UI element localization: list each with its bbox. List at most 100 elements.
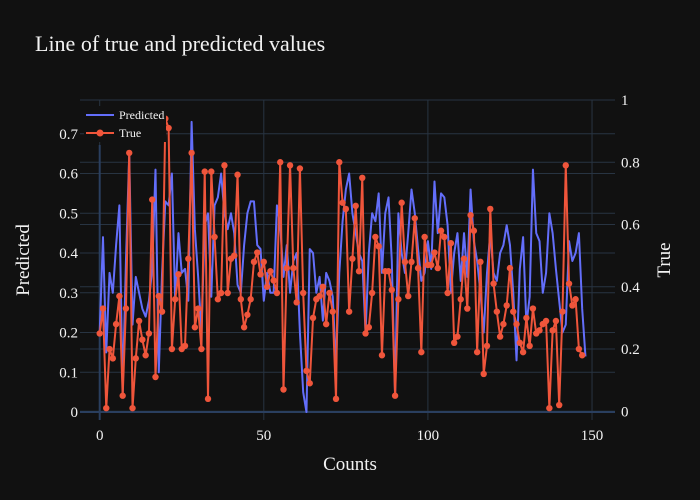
data-point-true[interactable] (516, 339, 524, 346)
data-point-true[interactable] (536, 327, 543, 334)
data-point-true[interactable] (385, 268, 392, 275)
data-point-true[interactable] (339, 199, 346, 206)
data-point-true[interactable] (142, 352, 149, 359)
data-point-true[interactable] (372, 233, 379, 241)
data-point-true[interactable] (513, 320, 520, 328)
data-point-true[interactable] (487, 205, 494, 213)
data-point-true[interactable] (460, 255, 468, 262)
data-point-true[interactable] (519, 348, 527, 356)
data-point-true[interactable] (204, 395, 212, 403)
data-point-true[interactable] (296, 165, 304, 172)
data-point-true[interactable] (273, 289, 281, 297)
data-point-true[interactable] (326, 289, 333, 297)
data-point-true[interactable] (368, 289, 376, 297)
data-point-true[interactable] (286, 162, 294, 169)
data-point-true[interactable] (473, 348, 481, 356)
data-point-true[interactable] (556, 401, 563, 409)
data-point-true[interactable] (96, 330, 103, 337)
data-point-true[interactable] (168, 345, 176, 353)
data-point-true[interactable] (139, 336, 146, 343)
data-point-true[interactable] (388, 286, 396, 294)
data-point-true[interactable] (270, 277, 277, 284)
data-point-true[interactable] (398, 199, 405, 206)
data-point-true[interactable] (181, 342, 189, 350)
data-point-true[interactable] (257, 271, 264, 278)
data-point-true[interactable] (401, 258, 409, 266)
data-point-true[interactable] (112, 320, 120, 328)
data-point-true[interactable] (447, 239, 455, 247)
data-point-true[interactable] (411, 215, 418, 222)
data-point-true[interactable] (431, 249, 438, 256)
data-point-true[interactable] (578, 352, 586, 359)
data-point-true[interactable] (237, 296, 245, 303)
data-point-true[interactable] (306, 380, 313, 387)
data-point-true[interactable] (342, 205, 350, 213)
data-point-true[interactable] (329, 308, 336, 315)
data-point-true[interactable] (260, 258, 267, 266)
legend[interactable]: Predicted True (84, 106, 166, 142)
data-point-true[interactable] (529, 305, 537, 312)
data-point-true[interactable] (450, 339, 458, 346)
data-point-true[interactable] (277, 159, 284, 166)
data-point-true[interactable] (208, 168, 215, 175)
data-point-true[interactable] (565, 280, 573, 287)
data-point-true[interactable] (365, 324, 373, 331)
data-point-true[interactable] (244, 311, 251, 318)
data-point-true[interactable] (293, 299, 300, 306)
data-point-true[interactable] (109, 355, 117, 362)
data-point-true[interactable] (470, 227, 478, 234)
data-point-true[interactable] (129, 404, 136, 412)
data-point-true[interactable] (201, 168, 208, 175)
data-point-true[interactable] (444, 289, 451, 297)
data-point-true[interactable] (542, 317, 550, 325)
data-point-true[interactable] (503, 302, 510, 309)
data-point-true[interactable] (158, 308, 166, 315)
data-point-true[interactable] (441, 233, 448, 241)
data-point-true[interactable] (240, 324, 248, 331)
data-point-true[interactable] (254, 249, 261, 256)
data-point-true[interactable] (188, 149, 195, 157)
data-point-true[interactable] (362, 330, 369, 337)
data-point-true[interactable] (454, 333, 461, 340)
data-point-true[interactable] (418, 348, 425, 356)
data-point-true[interactable] (437, 227, 445, 234)
data-point-true[interactable] (336, 159, 343, 166)
data-point-true[interactable] (414, 264, 422, 272)
data-point-true[interactable] (231, 252, 238, 259)
data-point-true[interactable] (405, 292, 412, 300)
data-point-true[interactable] (496, 333, 504, 340)
data-point-true[interactable] (510, 308, 517, 315)
data-point-true[interactable] (119, 392, 126, 399)
data-point-true[interactable] (198, 345, 205, 353)
data-point-true[interactable] (299, 289, 307, 297)
data-point-true[interactable] (103, 404, 110, 412)
data-point-true[interactable] (569, 302, 576, 309)
data-point-true[interactable] (191, 324, 199, 331)
data-point-true[interactable] (283, 264, 290, 272)
data-point-true[interactable] (523, 314, 530, 322)
data-point-true[interactable] (493, 308, 501, 315)
data-point-true[interactable] (99, 305, 107, 312)
data-point-true[interactable] (434, 264, 441, 272)
data-point-true[interactable] (247, 296, 254, 303)
data-point-true[interactable] (211, 233, 218, 241)
data-point-true[interactable] (132, 355, 139, 362)
data-point-true[interactable] (234, 171, 241, 178)
data-point-true[interactable] (526, 342, 533, 350)
data-point-true[interactable] (359, 174, 366, 182)
data-point-true[interactable] (500, 320, 507, 328)
data-point-true[interactable] (171, 296, 179, 303)
data-point-true[interactable] (126, 149, 133, 157)
data-point-true[interactable] (408, 258, 415, 266)
data-point-true[interactable] (135, 317, 143, 325)
data-point-true[interactable] (378, 352, 386, 359)
data-point-true[interactable] (575, 345, 583, 353)
data-point-true[interactable] (421, 233, 428, 241)
data-point-true[interactable] (145, 330, 153, 337)
data-point-true[interactable] (309, 314, 317, 322)
data-point-true[interactable] (116, 292, 123, 300)
data-point-true[interactable] (175, 271, 182, 278)
data-point-true[interactable] (280, 386, 287, 393)
data-point-true[interactable] (480, 370, 487, 378)
data-point-true[interactable] (562, 162, 569, 169)
